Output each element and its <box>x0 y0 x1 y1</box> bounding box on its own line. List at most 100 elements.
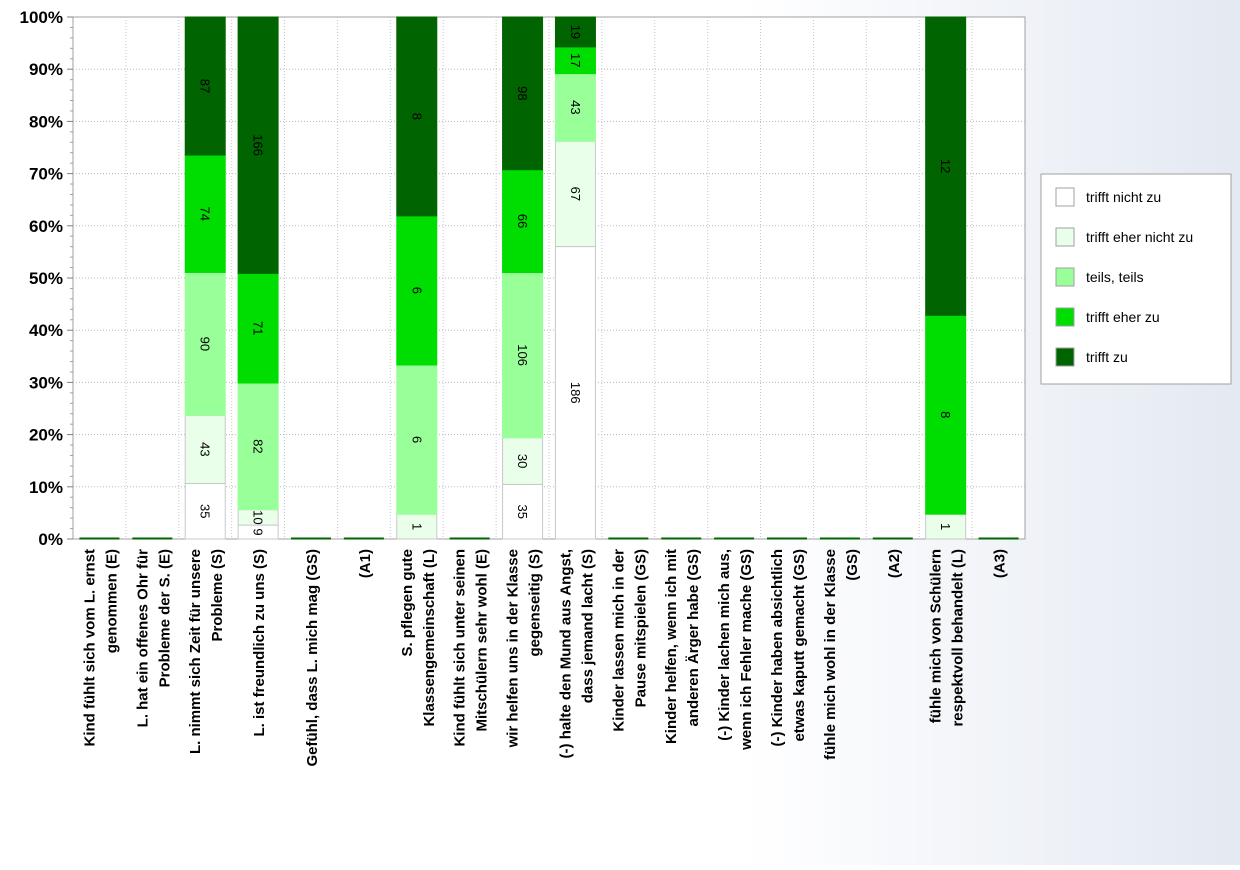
bar-segment <box>554 46 596 75</box>
y-tick-label: 20% <box>29 426 63 445</box>
legend: trifft nicht zu trifft eher nicht zu teils… <box>1040 173 1232 385</box>
y-tick-label: 90% <box>29 60 63 79</box>
data-label: 8 <box>938 411 953 418</box>
legend-label: trifft nicht zu <box>1086 189 1161 205</box>
x-tick-label: (-) halte den Mund aus Angst, <box>557 549 574 758</box>
x-tick-label: (A1) <box>357 549 374 578</box>
legend-swatch <box>1055 187 1075 207</box>
x-tick-label: Kinder helfen, wenn ich mit <box>663 549 680 744</box>
legend-swatch <box>1055 347 1075 367</box>
data-label: 87 <box>198 79 213 93</box>
x-tick-label: L. hat ein offenes Ohr für <box>134 549 151 728</box>
x-tick-label: dass jemand lacht (S) <box>579 549 596 703</box>
bars: 3543907487910827116616683530106669818667… <box>79 16 1019 540</box>
x-tick-label: (-) Kinder haben absichtlich <box>769 549 786 747</box>
bar-segment <box>184 482 226 540</box>
data-label: 6 <box>409 287 424 294</box>
data-label: 17 <box>568 53 583 67</box>
x-tick-label: fühle mich von Schülern <box>928 549 945 723</box>
y-axis: 0% 10% 20% 30% 40% 50% 60% 70% 80% 90% 100% <box>20 8 73 549</box>
data-label: 35 <box>515 504 530 518</box>
x-tick-label: fühle mich wohl in der Klasse <box>822 549 839 760</box>
bar-segment <box>184 16 226 156</box>
data-label: 12 <box>938 159 953 173</box>
x-tick-label: Gefühl, dass L. mich mag (GS) <box>304 549 321 767</box>
data-label: 74 <box>198 207 213 221</box>
x-tick-label: (GS) <box>844 549 861 581</box>
data-label: 66 <box>515 214 530 228</box>
x-tick-label: Klassengemeinschaft (L) <box>421 549 438 727</box>
bar-segment <box>184 414 226 484</box>
bar-segment <box>925 16 967 316</box>
bar-segment <box>554 16 596 48</box>
x-tick-label: wenn ich Fehler mache (GS) <box>738 549 755 751</box>
x-tick-label: Probleme der S. (E) <box>156 549 173 687</box>
data-label: 35 <box>198 504 213 518</box>
legend-label: trifft zu <box>1086 349 1128 365</box>
data-label: 82 <box>251 439 266 453</box>
legend-label: trifft eher zu <box>1086 309 1160 325</box>
bar-segment <box>502 16 544 171</box>
data-label: 30 <box>515 454 530 468</box>
y-tick-label: 70% <box>29 165 63 184</box>
x-tick-label: (A3) <box>992 549 1009 578</box>
legend-label: trifft eher nicht zu <box>1086 229 1193 245</box>
data-label: 1 <box>938 523 953 530</box>
x-tick-label: L. ist freundlich zu uns (S) <box>251 549 268 737</box>
data-label: 1 <box>409 523 424 530</box>
x-tick-label: (A2) <box>886 549 903 578</box>
data-label: 6 <box>409 436 424 443</box>
x-tick-label: (-) Kinder lachen mich aus, <box>716 549 733 741</box>
y-tick-label: 60% <box>29 217 63 236</box>
data-label: 8 <box>409 113 424 120</box>
bar-segment <box>502 272 544 439</box>
data-label: 106 <box>515 344 530 366</box>
data-label: 166 <box>251 134 266 156</box>
grid-lines <box>72 16 1026 540</box>
legend-swatch <box>1055 307 1075 327</box>
x-tick-label: anderen Ärger habe (GS) <box>685 549 702 727</box>
legend-swatch <box>1055 227 1075 247</box>
legend-swatch <box>1055 267 1075 287</box>
bar-segment <box>554 246 596 540</box>
y-tick-label: 40% <box>29 321 63 340</box>
x-tick-label: Probleme (S) <box>209 549 226 642</box>
data-label: 10 <box>251 510 266 524</box>
data-label: 67 <box>568 187 583 201</box>
bar-segment <box>237 382 279 511</box>
bar-segment <box>502 483 544 540</box>
x-axis: Kind fühlt sich vom L. ernst genommen (E)… <box>81 549 1008 767</box>
x-tick-label: gegenseitig (S) <box>527 549 544 657</box>
bar-segment <box>184 271 226 416</box>
bar-segment <box>554 73 596 142</box>
data-label: 9 <box>251 528 266 535</box>
bar-segment <box>396 16 438 217</box>
bar-segment <box>925 513 967 540</box>
x-tick-label: Mitschülern sehr wohl (E) <box>474 549 491 732</box>
y-tick-label: 10% <box>29 478 63 497</box>
data-label: 43 <box>568 100 583 114</box>
bar-segment <box>184 154 226 273</box>
legend-label: teils, teils <box>1086 269 1144 285</box>
x-tick-label: L. nimmt sich Zeit für unsere <box>187 549 204 754</box>
data-label: 98 <box>515 86 530 100</box>
y-tick-label: 100% <box>20 8 63 27</box>
y-tick-label: 30% <box>29 373 63 392</box>
x-tick-label: Kinder lassen mich in der <box>610 549 627 732</box>
x-tick-label: S. pflegen gute <box>399 549 416 657</box>
x-tick-label: etwas kaputt gemacht (GS) <box>791 549 808 742</box>
bar-segment <box>502 437 544 485</box>
y-tick-label: 50% <box>29 269 63 288</box>
x-tick-label: genommen (E) <box>103 549 120 653</box>
bar-segment <box>237 16 279 274</box>
data-label: 186 <box>568 382 583 404</box>
bar-segment <box>396 215 438 366</box>
x-tick-label: wir helfen uns in der Klasse <box>505 549 522 748</box>
data-label: 71 <box>251 321 266 335</box>
x-tick-label: Pause mitspielen (GS) <box>632 549 649 707</box>
x-tick-label: Kind fühlt sich unter seinen <box>452 549 469 747</box>
y-tick-label: 80% <box>29 112 63 131</box>
data-label: 19 <box>568 25 583 39</box>
